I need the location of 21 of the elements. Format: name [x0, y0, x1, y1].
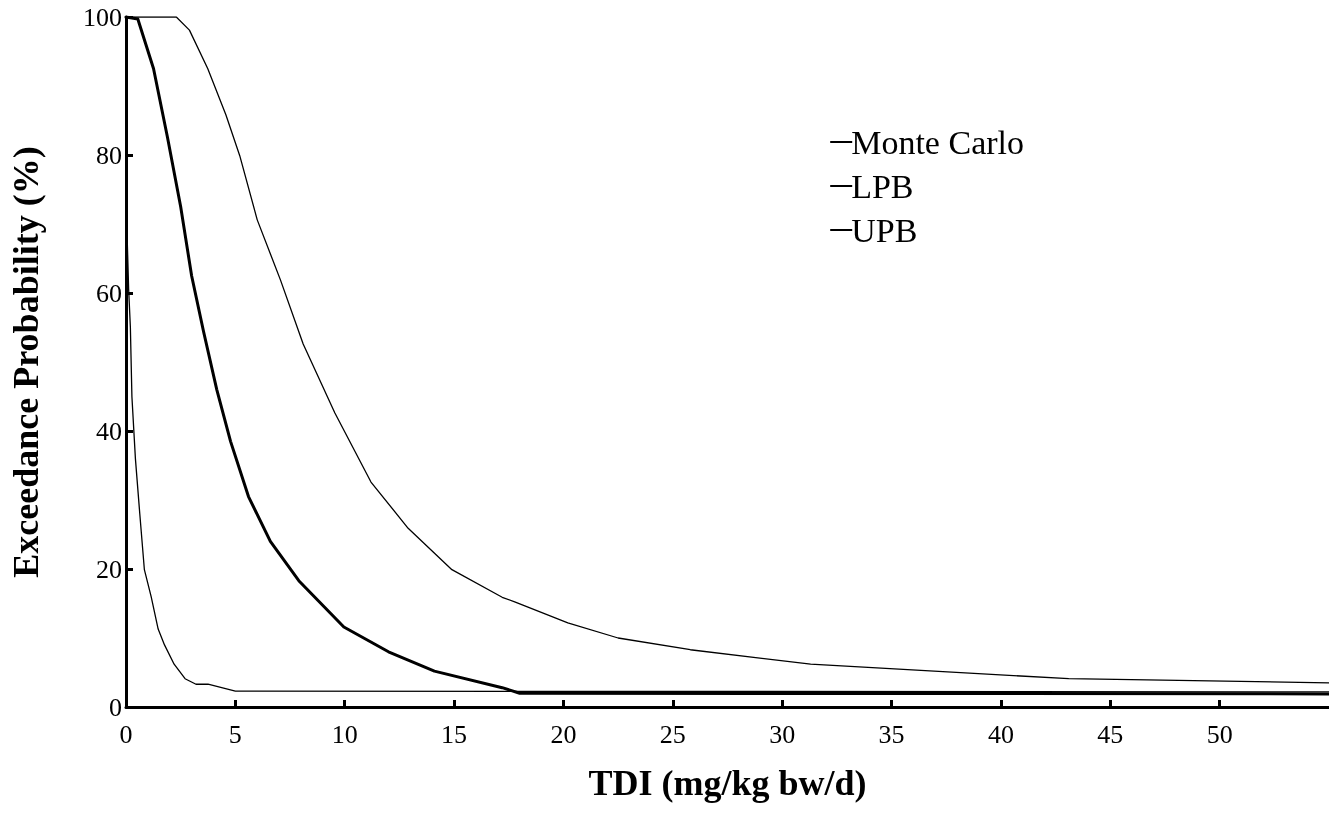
- x-tick-label: 45: [1097, 719, 1124, 749]
- x-tick-label: 30: [769, 719, 796, 749]
- x-tick-label: 35: [878, 719, 905, 749]
- y-axis-title: Exceedance Probability (%): [6, 146, 46, 578]
- x-tick-label: 25: [659, 719, 686, 749]
- y-tick-label: 0: [109, 692, 122, 722]
- y-tick-label: 80: [96, 140, 122, 170]
- x-tick-label: 15: [441, 719, 468, 749]
- x-tick-label: 50: [1206, 719, 1233, 749]
- x-tick-label: 20: [550, 719, 577, 749]
- legend-label: LPB: [851, 167, 914, 205]
- y-tick-label: 60: [96, 278, 122, 308]
- x-axis-title: TDI (mg/kg bw/d): [588, 763, 867, 803]
- x-tick-label: 40: [987, 719, 1014, 749]
- y-tick-label: 100: [83, 2, 122, 32]
- y-tick-label: 20: [96, 554, 122, 584]
- x-tick-label: 10: [331, 719, 358, 749]
- y-tick-label: 40: [96, 416, 122, 446]
- x-tick-label: 5: [228, 719, 242, 749]
- legend-label: UPB: [851, 211, 918, 249]
- legend-label: Monte Carlo: [851, 123, 1025, 161]
